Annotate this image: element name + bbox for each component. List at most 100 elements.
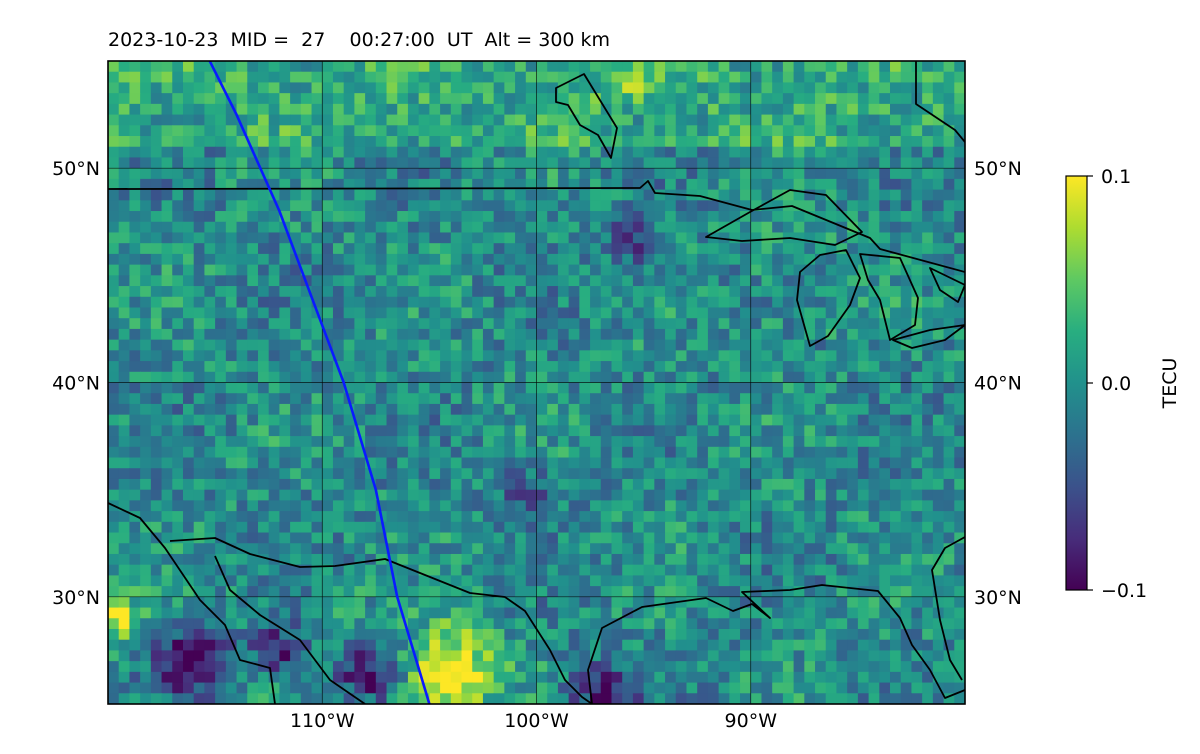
heatmap-cell	[557, 511, 570, 523]
heatmap-cell	[343, 425, 355, 437]
heatmap-cell	[440, 125, 452, 137]
heatmap-cell	[911, 361, 923, 373]
heatmap-cell	[686, 682, 698, 694]
heatmap-cell	[568, 628, 580, 641]
heatmap-cell	[836, 264, 848, 276]
heatmap-cell	[665, 221, 677, 234]
heatmap-cell	[782, 328, 795, 341]
heatmap-cell	[600, 639, 613, 652]
heatmap-cell	[418, 296, 430, 309]
heatmap-cell	[675, 221, 688, 234]
heatmap-cell	[129, 618, 141, 630]
heatmap-cell	[568, 82, 580, 94]
heatmap-cell	[322, 661, 334, 673]
heatmap-cell	[590, 61, 602, 73]
heatmap-cell	[793, 521, 805, 534]
heatmap-cell	[622, 211, 634, 223]
heatmap-cell	[407, 286, 420, 298]
heatmap-cell	[568, 232, 580, 244]
heatmap-cell	[140, 189, 152, 201]
heatmap-cell	[482, 628, 495, 641]
heatmap-cell	[418, 489, 430, 501]
heatmap-cell	[482, 511, 495, 523]
heatmap-cell	[879, 157, 891, 169]
heatmap-cell	[665, 178, 677, 191]
heatmap-cell	[493, 168, 505, 180]
heatmap-cell	[279, 318, 291, 330]
heatmap-cell	[118, 61, 131, 73]
heatmap-cell	[193, 618, 206, 630]
heatmap-cell	[322, 318, 334, 330]
heatmap-cell	[557, 125, 570, 137]
heatmap-cell	[225, 618, 238, 630]
heatmap-cell	[954, 168, 965, 180]
heatmap-cell	[879, 457, 891, 469]
heatmap-cell	[868, 564, 880, 576]
heatmap-cell	[429, 93, 441, 105]
heatmap-cell	[482, 211, 495, 223]
heatmap-cell	[472, 575, 484, 587]
heatmap-cell	[236, 328, 248, 341]
heatmap-cell	[943, 93, 955, 105]
heatmap-cell	[257, 178, 270, 191]
heatmap-cell	[332, 607, 345, 619]
heatmap-cell	[740, 136, 752, 148]
heatmap-cell	[290, 489, 302, 501]
heatmap-cell	[761, 650, 773, 662]
heatmap-cell	[140, 446, 152, 459]
heatmap-cell	[472, 468, 484, 480]
heatmap-cell	[900, 468, 913, 480]
heatmap-cell	[857, 371, 870, 384]
heatmap-cell	[397, 296, 409, 309]
heatmap-cell	[954, 693, 965, 704]
heatmap-cell	[204, 264, 216, 276]
heatmap-cell	[322, 457, 334, 469]
heatmap-cell	[857, 446, 870, 459]
heatmap-cell	[247, 136, 259, 148]
heatmap-cell	[890, 221, 902, 234]
heatmap-cell	[322, 168, 334, 180]
heatmap-cell	[697, 318, 709, 330]
heatmap-cell	[290, 339, 302, 351]
heatmap-cell	[215, 628, 227, 641]
heatmap-cell	[697, 253, 709, 266]
heatmap-cell	[397, 350, 409, 362]
heatmap-cell	[943, 446, 955, 459]
heatmap-cell	[750, 286, 763, 298]
heatmap-cell	[954, 146, 965, 159]
heatmap-cell	[825, 243, 838, 255]
heatmap-cell	[450, 296, 463, 309]
heatmap-cell	[429, 71, 441, 84]
heatmap-cell	[182, 639, 195, 652]
heatmap-cell	[257, 478, 270, 491]
heatmap-cell	[322, 264, 334, 276]
heatmap-cell	[343, 296, 355, 309]
heatmap-cell	[568, 296, 580, 309]
heatmap-cell	[825, 693, 838, 704]
heatmap-cell	[911, 71, 923, 84]
heatmap-cell	[857, 478, 870, 491]
heatmap-cell	[654, 553, 666, 566]
heatmap-cell	[890, 553, 902, 566]
heatmap-cell	[847, 318, 859, 330]
heatmap-cell	[504, 200, 516, 212]
heatmap-cell	[440, 425, 452, 437]
heatmap-cell	[279, 61, 291, 73]
heatmap-cell	[482, 489, 495, 501]
heatmap-cell	[557, 371, 570, 384]
heatmap-cell	[397, 532, 409, 544]
heatmap-cell	[868, 189, 880, 201]
heatmap-cell	[236, 446, 248, 459]
heatmap-cell	[493, 564, 505, 576]
heatmap-cell	[622, 618, 634, 630]
heatmap-cell	[622, 382, 634, 394]
heatmap-cell	[450, 243, 463, 255]
heatmap-cell	[707, 393, 720, 405]
heatmap-cell	[108, 221, 120, 234]
heatmap-cell	[879, 521, 891, 534]
heatmap-cell	[215, 393, 227, 405]
heatmap-cell	[461, 93, 473, 105]
heatmap-cell	[418, 425, 430, 437]
heatmap-cell	[225, 414, 238, 426]
heatmap-cell	[461, 403, 473, 416]
